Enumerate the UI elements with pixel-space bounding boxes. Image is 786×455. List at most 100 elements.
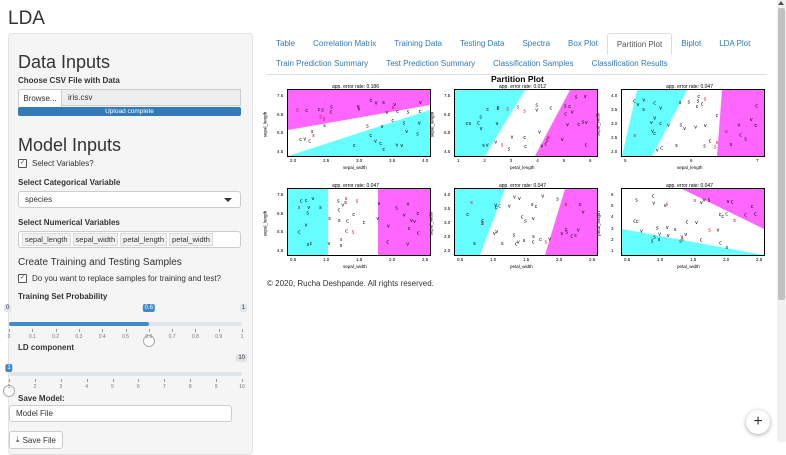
data-point-marker: v — [658, 232, 661, 238]
data-point-marker: v — [548, 237, 551, 243]
panel-x-tick: 0.5 — [457, 257, 464, 262]
file-name-field[interactable]: iris.csv — [62, 89, 241, 106]
tab-biplot[interactable]: Biplot — [681, 38, 702, 48]
data-point-marker: v — [418, 120, 421, 126]
setosa-region — [288, 110, 430, 156]
data-point-marker: c — [577, 122, 580, 128]
save-file-button[interactable]: ⤓ Save File — [9, 431, 63, 449]
panel-y-tick: 3.0 — [444, 220, 451, 225]
data-point-marker: v — [410, 218, 413, 224]
panel-y-tick: 4 — [611, 214, 614, 220]
setosa-region — [622, 90, 687, 156]
data-point-marker: s — [565, 202, 568, 208]
slider-tick-label: 4 — [85, 384, 89, 390]
numerical-select[interactable]: sepal_length sepal_width petal_length pe… — [18, 231, 241, 248]
data-point-marker: s — [513, 232, 516, 238]
select-variables-checkbox[interactable]: ✓ Select Variables? — [18, 159, 94, 168]
numerical-tag[interactable]: petal_width — [169, 233, 213, 246]
panel-y-tick: 2.5 — [611, 135, 618, 140]
slider-value-label: 1 — [5, 364, 13, 372]
data-point-marker: s — [479, 115, 482, 121]
slider-tick-label: 0.1 — [28, 334, 36, 340]
data-point-marker: c — [716, 113, 719, 119]
data-point-marker: s — [575, 94, 578, 100]
tab-spectra[interactable]: Spectra — [522, 38, 551, 48]
data-point-marker: c — [497, 106, 500, 112]
panel-x-tick: 2 — [483, 158, 486, 163]
data-point-marker: c — [369, 133, 372, 139]
tab-train-prediction-summary[interactable]: Train Prediction Summary — [276, 58, 369, 68]
data-point-marker: s — [651, 238, 654, 244]
train-prob-slider[interactable]: 0 1 0.6 0 0.1 0.2 0.3 0.4 0.5 0.6 0.7 0.8 0.9 1 — [4, 304, 247, 347]
browse-button[interactable]: Browse... — [18, 89, 62, 108]
data-point-marker: v — [656, 147, 659, 153]
panel-x-label: sepal_length — [677, 165, 703, 170]
data-point-marker: s — [679, 100, 682, 106]
partition-plot-title: Partition Plot — [491, 74, 544, 84]
slider-tick-label: 10 — [239, 384, 245, 390]
checkbox-checked-icon[interactable]: ✓ — [18, 159, 27, 168]
data-point-marker: s — [635, 197, 638, 203]
slider-tick-label: 2 — [33, 384, 37, 390]
numerical-tag[interactable]: sepal_width — [72, 233, 119, 246]
data-point-marker: s — [524, 219, 527, 225]
data-point-marker: c — [521, 214, 524, 220]
data-point-marker: v — [561, 137, 564, 143]
tab-test-prediction-summary[interactable]: Test Prediction Summary — [386, 58, 476, 68]
data-point-marker: v — [480, 126, 483, 132]
data-point-marker: v — [680, 234, 683, 240]
tab-box-plot[interactable]: Box Plot — [568, 38, 598, 48]
file-input[interactable]: Browse... iris.csv — [18, 89, 241, 108]
slider-max-label: 10 — [236, 354, 247, 362]
tab-correlation-matrix[interactable]: Correlation Matrix — [313, 38, 377, 48]
data-point-marker: v — [659, 105, 662, 111]
tab-partition-plot[interactable]: Partition Plot — [606, 33, 673, 55]
ld-slider[interactable]: 10 1 1 2 3 4 5 6 7 8 9 10 — [3, 354, 247, 397]
scroll-thumb[interactable] — [778, 8, 785, 300]
tab-table[interactable]: Table — [276, 38, 296, 48]
panel-y-tick: 4.0 — [611, 93, 618, 98]
panel-y-tick: 5.5 — [277, 229, 284, 235]
slider-handle[interactable] — [142, 335, 155, 347]
tab-divider — [267, 74, 767, 75]
replace-samples-checkbox[interactable]: ✓ Do you want to replace samples for tra… — [18, 274, 221, 283]
setosa-region — [288, 189, 328, 255]
scrollbar[interactable] — [777, 0, 786, 442]
tab-classification-samples[interactable]: Classification Samples — [493, 58, 574, 68]
panel-y-label: sepal_width — [428, 211, 434, 236]
panel-x-tick: 6 — [589, 158, 592, 163]
data-point-marker: c — [382, 147, 385, 153]
scroll-up-arrow[interactable] — [778, 1, 784, 5]
add-button[interactable]: + — [746, 410, 770, 434]
data-point-marker: c — [754, 123, 757, 129]
checkbox-checked-icon[interactable]: ✓ — [18, 274, 27, 283]
save-model-input[interactable]: Model File — [9, 405, 232, 422]
slider-tick-label: 8 — [188, 384, 192, 390]
tabs-row-1: Table Correlation Matrix Training Data Test… — [267, 33, 759, 55]
data-point-marker: s — [556, 197, 559, 203]
slider-tick — [9, 329, 10, 332]
data-point-marker: c — [353, 143, 356, 149]
data-point-marker: s — [523, 108, 526, 114]
tab-classification-results[interactable]: Classification Results — [591, 58, 668, 68]
numerical-tag[interactable]: sepal_length — [22, 233, 71, 246]
panel-x-tick: 6 — [690, 158, 693, 163]
categorical-select[interactable]: species — [18, 191, 241, 208]
data-point-marker: c — [346, 219, 349, 225]
data-point-marker: c — [370, 98, 373, 104]
panel-x-label: petal_width — [677, 264, 700, 269]
slider-track[interactable]: 1 — [3, 364, 242, 397]
data-point-marker: v — [664, 203, 667, 209]
data-point-marker: c — [308, 138, 311, 144]
slider-handle[interactable] — [3, 385, 15, 397]
numerical-tag[interactable]: petal_length — [120, 233, 168, 246]
data-point-marker: c — [696, 104, 699, 110]
slider-track[interactable]: 0.6 — [9, 304, 242, 347]
data-point-marker: c — [299, 137, 302, 143]
panel-x-tick: 1 — [457, 158, 460, 163]
panel-x-tick: 2.5 — [756, 257, 763, 262]
tab-lda-plot[interactable]: LDA Plot — [719, 38, 751, 48]
tab-testing-data[interactable]: Testing Data — [460, 38, 505, 48]
tab-training-data[interactable]: Training Data — [394, 38, 442, 48]
